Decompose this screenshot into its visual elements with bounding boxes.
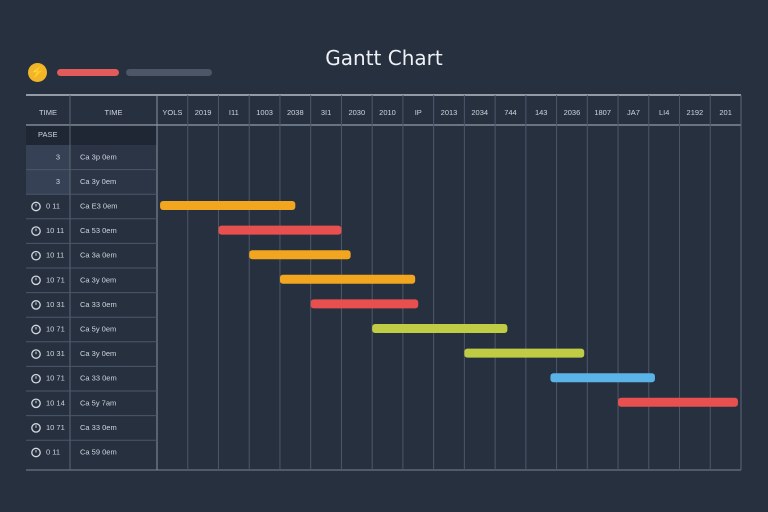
row-id: 10 11 [46,226,64,235]
timeline-tick-label: 143 [535,108,548,117]
timeline-tick-label: JA7 [627,108,640,117]
clock-icon [31,226,41,236]
gantt-bar-6[interactable] [372,324,508,333]
subheader-background [26,125,157,145]
gantt-bar-9[interactable] [618,397,738,407]
timeline-tick-label: 2036 [564,108,581,117]
row-label: Ca 3a 0em [80,251,117,260]
clock-icon [31,373,41,384]
timeline-tick-label: IP [415,108,422,117]
row-label: Ca 3p 0em [80,152,117,161]
row-id: 10 71 [46,324,65,333]
timeline-tick-label: 1003 [256,108,273,117]
gray-progress-pill [126,69,212,76]
gantt-bar-1[interactable] [160,201,296,210]
row-id: 3 [56,177,60,186]
row-id: 10 31 [46,349,65,358]
timeline-tick-label: 2019 [195,108,212,117]
row-id: 10 31 [46,300,65,309]
row-label: Ca 33 0em [80,423,117,432]
row-id: 10 71 [46,423,65,432]
bolt-icon[interactable]: ⚡ [28,63,47,82]
timeline-tick-label: 744 [504,108,517,117]
clock-icon [31,447,41,458]
row-id: 0 11 [46,447,60,456]
row-label: Ca 33 0em [80,300,117,309]
timeline-tick-label: 201 [719,108,732,117]
phase-subheader: PASE [38,130,57,139]
clock-icon [31,324,41,335]
row-label: Ca 3y 0em [80,177,116,186]
clock-icon [31,398,41,409]
gantt-bar-3[interactable] [249,250,351,260]
timeline-tick-label: 2034 [471,108,488,117]
clock-icon [31,201,41,212]
row-label: Ca 3y 0em [80,349,116,358]
row-label: Ca 53 0em [80,226,117,235]
timeline-tick-label: LI4 [659,108,669,117]
row-id: 10 11 [46,251,64,260]
row-id: 10 71 [46,275,65,284]
task-column-header: TIME [105,108,123,117]
timeline-tick-label: 2010 [379,108,396,117]
row-id: 10 71 [46,374,65,383]
gantt-bar-4[interactable] [279,274,416,284]
row-id: 0 11 [46,201,60,210]
timeline-tick-label: 2013 [441,108,458,117]
row-label: Ca 5y 0em [80,324,116,333]
gantt-bar-5[interactable] [310,299,419,309]
row-id: 10 14 [46,398,65,407]
timeline-tick-label: 3I1 [321,108,331,117]
gantt-bar-8[interactable] [550,373,655,383]
row-label: Ca 5y 7am [80,398,116,407]
gantt-bar-2[interactable] [218,225,342,235]
timeline-tick-label: 2038 [287,108,304,117]
chart-title: Gantt Chart [325,46,443,70]
row-label: Ca 59 0em [80,447,117,456]
row-label: Ca 3y 0em [80,275,116,284]
clock-icon [31,250,41,261]
clock-icon [31,349,41,359]
row-label: Ca E3 0em [80,201,118,210]
clock-icon [31,423,41,433]
clock-icon [31,275,41,286]
timeline-tick-label: 2030 [348,108,365,117]
red-progress-pill [57,69,119,76]
timeline-tick-label: 1807 [594,108,611,117]
timeline-tick-label: 2192 [687,108,704,117]
gantt-bar-7[interactable] [464,348,585,358]
id-column-header: TIME [39,108,57,117]
clock-icon [31,300,41,310]
timeline-tick-label: I11 [229,108,239,117]
timeline-tick-label: YOLS [162,108,182,117]
row-label: Ca 33 0em [80,374,117,383]
row-id: 3 [56,152,60,161]
